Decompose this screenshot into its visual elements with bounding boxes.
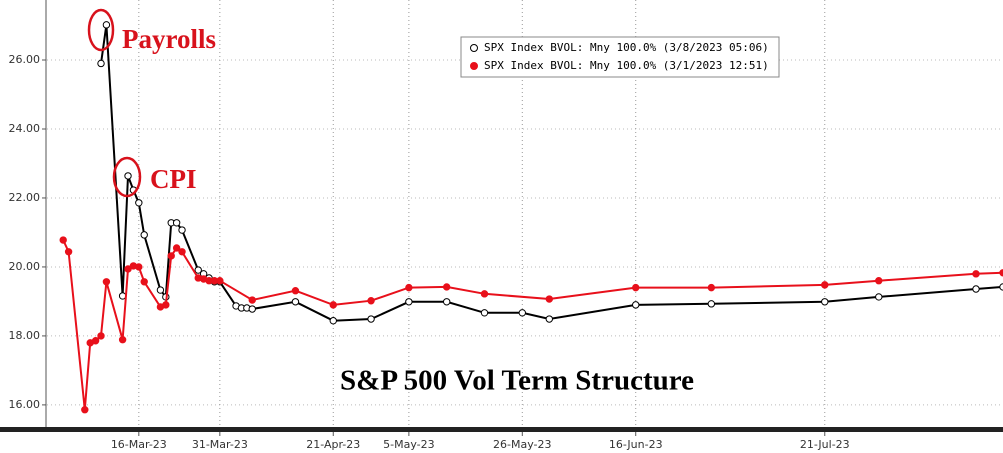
data-point	[178, 226, 186, 234]
data-point	[291, 287, 300, 295]
annotation: Payrolls	[122, 24, 216, 54]
data-point	[156, 286, 165, 294]
y-tick-label: 20.00	[9, 260, 41, 273]
y-tick-label: 26.00	[9, 53, 41, 66]
data-point	[707, 300, 716, 308]
data-point	[97, 59, 105, 68]
data-point	[972, 270, 980, 278]
y-tick-label: 24.00	[9, 122, 41, 135]
legend-marker	[470, 62, 478, 70]
data-point	[194, 266, 202, 274]
highlight-ring	[87, 8, 115, 52]
x-tick-label: 16-Mar-23	[111, 438, 167, 451]
data-point	[875, 293, 883, 301]
data-point	[632, 283, 640, 292]
data-point	[248, 296, 256, 304]
data-point	[102, 278, 111, 286]
data-point	[124, 265, 132, 273]
legend-label: SPX Index BVOL: Mny 100.0% (3/1/2023 12:…	[484, 59, 769, 72]
data-point	[118, 336, 127, 344]
data-point	[59, 236, 67, 244]
chart-title: S&P 500 Vol Term Structure	[340, 365, 694, 397]
x-tick-label: 21-Apr-23	[306, 438, 360, 451]
annotation: CPI	[150, 164, 197, 194]
data-point	[442, 298, 451, 306]
data-point	[97, 332, 105, 340]
data-point	[821, 281, 829, 289]
data-point	[707, 283, 716, 292]
data-point	[518, 309, 526, 317]
x-tick-label: 31-Mar-23	[192, 438, 248, 451]
data-point	[140, 278, 148, 286]
legend: SPX Index BVOL: Mny 100.0% (3/8/2023 05:…	[460, 36, 780, 78]
data-point	[135, 263, 143, 271]
data-point	[480, 290, 489, 298]
data-point	[81, 406, 89, 414]
x-tick-label: 5-May-23	[383, 438, 434, 451]
x-tick-label: 16-Jun-23	[609, 438, 663, 451]
data-point	[405, 283, 413, 292]
data-point	[367, 297, 375, 305]
data-point	[875, 277, 883, 285]
y-tick-label: 18.00	[9, 329, 41, 342]
legend-box	[460, 36, 780, 78]
data-point	[632, 301, 640, 309]
data-point	[140, 231, 148, 239]
data-point	[167, 252, 175, 260]
y-tick-label: 16.00	[9, 398, 41, 411]
legend-label: SPX Index BVOL: Mny 100.0% (3/8/2023 05:…	[484, 41, 769, 54]
data-point	[248, 305, 256, 313]
data-point	[442, 283, 451, 291]
data-point	[172, 219, 181, 227]
data-point	[545, 315, 554, 323]
data-point	[972, 285, 980, 293]
data-point	[329, 317, 337, 325]
x-tick-label: 26-May-23	[493, 438, 551, 451]
data-point	[162, 301, 170, 309]
data-point	[405, 298, 413, 306]
legend-marker	[470, 44, 478, 52]
data-point	[64, 248, 73, 256]
data-point	[480, 309, 489, 317]
data-point	[178, 248, 186, 256]
data-point	[329, 301, 337, 309]
data-point	[172, 244, 181, 252]
x-axis-bar	[0, 427, 1003, 432]
data-point	[216, 277, 224, 285]
highlight-ring	[112, 156, 142, 198]
data-point	[821, 298, 829, 306]
data-point	[135, 199, 143, 207]
data-point	[367, 315, 375, 323]
data-point	[545, 295, 554, 303]
data-point	[102, 21, 111, 29]
data-point	[124, 172, 132, 180]
grid	[47, 0, 1003, 428]
data-point	[291, 298, 300, 306]
y-tick-label: 22.00	[9, 191, 41, 204]
data-point	[91, 337, 100, 345]
x-tick-label: 21-Jul-23	[800, 438, 850, 451]
